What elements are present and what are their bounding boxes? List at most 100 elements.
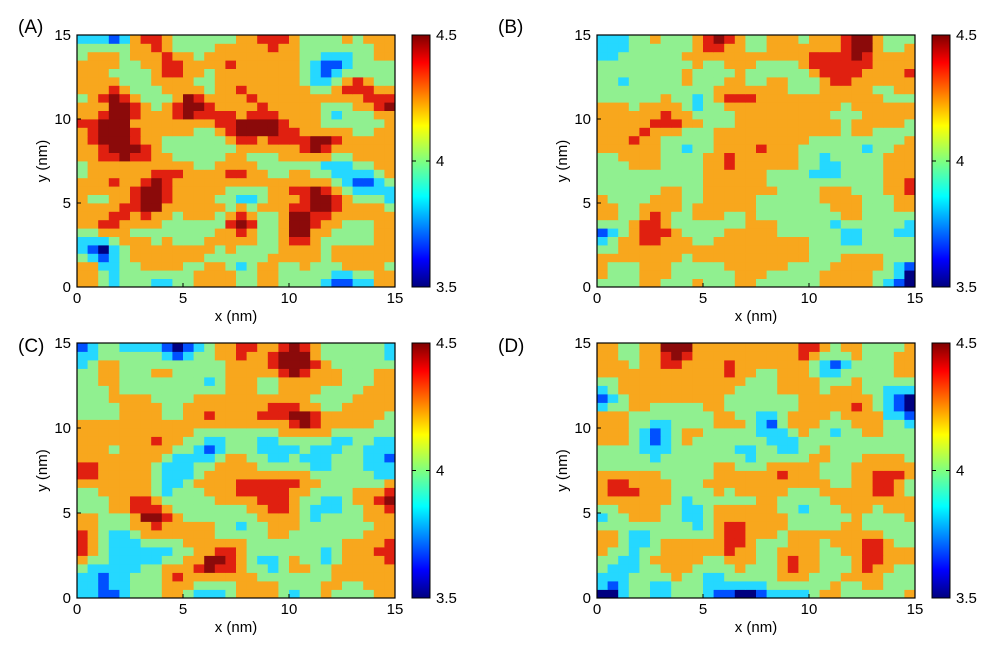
heatmap-cell xyxy=(363,547,375,556)
heatmap-cell xyxy=(766,261,778,271)
heatmap-cell xyxy=(724,110,736,120)
heatmap-cell xyxy=(193,419,205,429)
heatmap-cell xyxy=(724,68,736,78)
heatmap-cell xyxy=(257,589,269,599)
heatmap-cell xyxy=(734,479,746,488)
heatmap-cell xyxy=(77,161,88,170)
heatmap-cell xyxy=(119,504,131,514)
heatmap-cell xyxy=(809,530,820,539)
heatmap-cell xyxy=(352,270,364,279)
heatmap-cell xyxy=(840,177,852,187)
heatmap-cell xyxy=(299,43,311,53)
heatmap-cell xyxy=(236,394,247,403)
heatmap-cell xyxy=(872,428,884,437)
heatmap-cell xyxy=(660,377,672,386)
heatmap-cell xyxy=(756,572,767,582)
y-tick-label: 15 xyxy=(54,335,71,352)
heatmap-cell xyxy=(893,228,905,237)
heatmap-cell xyxy=(703,161,714,170)
heatmap-cell xyxy=(108,102,120,111)
heatmap-cell xyxy=(819,127,831,137)
heatmap-cell xyxy=(734,470,746,480)
heatmap-cell xyxy=(787,93,799,103)
heatmap-cell xyxy=(373,504,385,514)
heatmap-cell xyxy=(819,110,831,120)
heatmap-cell xyxy=(607,385,619,395)
heatmap-cell xyxy=(204,343,216,352)
heatmap-cell xyxy=(77,368,88,378)
heatmap-cell xyxy=(151,547,163,556)
heatmap-cell xyxy=(777,479,789,488)
heatmap-cell xyxy=(628,236,640,246)
heatmap-cell xyxy=(119,278,131,288)
heatmap-cell xyxy=(756,564,767,573)
heatmap-cell xyxy=(607,77,619,86)
heatmap-cell xyxy=(597,581,608,590)
heatmap-cell xyxy=(77,186,88,195)
heatmap-cell xyxy=(628,253,640,263)
heatmap-cell xyxy=(840,445,852,454)
heatmap-cell xyxy=(745,177,757,187)
heatmap-cell xyxy=(236,377,247,386)
heatmap-cell xyxy=(289,487,300,497)
heatmap-cell xyxy=(618,470,630,480)
heatmap-cell xyxy=(331,555,343,565)
heatmap-cell xyxy=(363,161,375,170)
heatmap-cell xyxy=(862,219,873,229)
heatmap-cell xyxy=(862,428,873,437)
y-tick-label: 0 xyxy=(63,590,71,607)
heatmap-cell xyxy=(650,177,661,187)
heatmap-cell xyxy=(703,278,714,288)
heatmap-cell xyxy=(267,186,279,195)
heatmap-cell xyxy=(267,487,279,497)
heatmap-cell xyxy=(289,51,300,61)
heatmap-cell xyxy=(236,60,247,69)
heatmap-cell xyxy=(883,368,895,378)
heatmap-cell xyxy=(342,35,353,44)
heatmap-cell xyxy=(618,496,630,505)
heatmap-cell xyxy=(384,385,396,395)
heatmap-cell xyxy=(809,211,820,221)
heatmap-cell xyxy=(618,51,630,61)
heatmap-cell xyxy=(734,360,746,369)
heatmap-cell xyxy=(87,51,99,61)
heatmap-cell xyxy=(904,93,916,103)
heatmap-cell xyxy=(692,428,704,437)
heatmap-cell xyxy=(214,85,226,95)
heatmap-cell xyxy=(840,127,852,137)
heatmap-cell xyxy=(342,102,353,111)
heatmap-cell xyxy=(204,419,216,429)
heatmap-cell xyxy=(267,589,279,599)
y-tick-label: 0 xyxy=(63,279,71,296)
heatmap-cell xyxy=(236,161,247,170)
heatmap-cell xyxy=(193,110,205,120)
heatmap-cell xyxy=(766,402,778,412)
heatmap-cell xyxy=(236,261,247,271)
heatmap-cell xyxy=(310,360,322,369)
heatmap-cell xyxy=(161,581,173,590)
heatmap-cell xyxy=(87,589,99,599)
heatmap-cell xyxy=(745,102,757,111)
heatmap-cell xyxy=(904,119,916,128)
heatmap-cell xyxy=(98,530,110,539)
heatmap-cell xyxy=(289,77,300,86)
heatmap-cell xyxy=(893,85,905,95)
heatmap-cell xyxy=(352,343,364,352)
heatmap-cell xyxy=(98,572,110,582)
heatmap-cell xyxy=(766,581,778,590)
heatmap-cell xyxy=(671,169,683,179)
x-tick-label: 10 xyxy=(801,290,818,307)
heatmap-cell xyxy=(660,402,672,412)
heatmap-cell xyxy=(809,169,820,179)
heatmap-cell xyxy=(246,102,258,111)
heatmap-cell xyxy=(660,60,672,69)
heatmap-cell xyxy=(310,51,322,61)
heatmap-cell xyxy=(650,270,661,279)
heatmap-cell xyxy=(257,385,269,395)
heatmap-cell xyxy=(851,411,863,420)
heatmap-cell xyxy=(320,60,332,69)
heatmap-cell xyxy=(193,402,205,412)
heatmap-cell xyxy=(734,135,746,145)
heatmap-cell xyxy=(373,161,385,170)
heatmap-cell xyxy=(904,77,916,86)
